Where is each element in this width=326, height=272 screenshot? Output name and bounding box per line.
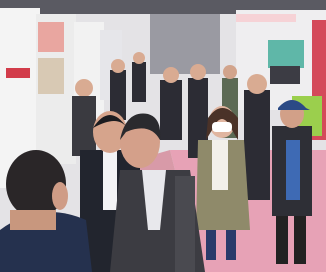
head	[133, 52, 145, 64]
head	[190, 64, 206, 80]
mask	[212, 122, 232, 132]
poster	[38, 58, 64, 94]
shirt	[212, 140, 228, 190]
head	[163, 67, 179, 83]
person	[72, 96, 96, 156]
bag	[175, 176, 195, 272]
legs	[226, 230, 236, 260]
sign	[6, 68, 30, 78]
head	[111, 59, 125, 73]
head	[75, 79, 93, 97]
page	[0, 0, 326, 272]
legs	[206, 230, 216, 260]
far-hall	[150, 14, 220, 74]
person	[160, 80, 182, 140]
person	[244, 90, 270, 200]
legs	[276, 216, 288, 264]
legs	[294, 216, 306, 264]
shirt	[103, 150, 117, 210]
poster	[38, 22, 64, 52]
screen	[270, 66, 300, 84]
neck	[10, 210, 56, 230]
shirt	[286, 140, 300, 200]
booth-header	[236, 14, 296, 22]
ear	[52, 182, 68, 210]
head	[247, 74, 267, 94]
person	[132, 62, 146, 102]
photo	[0, 0, 326, 272]
poster	[268, 40, 304, 68]
head	[223, 65, 237, 79]
